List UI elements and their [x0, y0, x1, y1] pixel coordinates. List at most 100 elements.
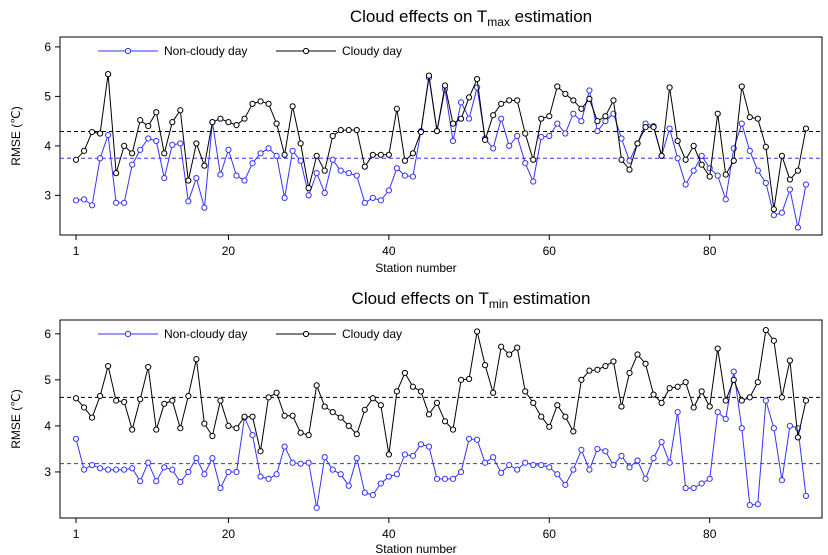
data-point — [610, 461, 617, 469]
data-point — [297, 460, 304, 467]
data-point — [602, 362, 609, 370]
data-point — [698, 388, 705, 395]
data-point — [385, 187, 392, 194]
data-point — [786, 357, 794, 364]
data-point — [305, 432, 312, 439]
data-point — [698, 161, 705, 168]
data-point — [778, 477, 785, 484]
data-point — [257, 473, 264, 480]
data-point — [369, 194, 376, 201]
data-point — [498, 469, 505, 476]
data-point — [730, 368, 737, 375]
data-point — [201, 420, 208, 427]
data-point — [674, 137, 681, 145]
data-point — [377, 197, 384, 204]
x-tick-label: 1 — [73, 244, 80, 258]
data-point — [706, 165, 713, 172]
data-point — [321, 189, 328, 197]
data-point — [457, 99, 465, 106]
data-point — [674, 408, 681, 416]
y-tick-label: 6 — [44, 40, 51, 54]
data-point — [602, 118, 609, 125]
chart-title-subscript: max — [487, 15, 510, 29]
data-point — [514, 97, 521, 104]
data-point — [490, 145, 497, 152]
data-point — [546, 464, 553, 471]
data-point — [538, 461, 545, 469]
data-point — [361, 163, 368, 170]
data-point — [506, 97, 513, 104]
data-point — [690, 404, 697, 411]
data-point — [433, 127, 441, 135]
data-point — [722, 196, 729, 203]
data-point — [714, 345, 721, 352]
data-point — [273, 471, 280, 478]
data-point — [393, 165, 400, 172]
data-point — [738, 120, 745, 127]
x-tick-label: 1 — [73, 527, 80, 541]
data-point — [722, 171, 729, 178]
data-point — [88, 461, 96, 469]
data-point — [177, 107, 184, 114]
data-point — [714, 172, 721, 179]
data-point — [273, 389, 280, 396]
data-point — [538, 115, 545, 122]
data-point — [289, 412, 296, 419]
data-point — [233, 425, 240, 432]
data-point — [353, 431, 360, 438]
data-point — [626, 369, 633, 377]
data-point — [570, 110, 577, 117]
data-point — [530, 399, 537, 406]
data-point — [88, 414, 96, 421]
data-point — [738, 397, 745, 404]
data-point — [297, 157, 304, 164]
data-point — [297, 429, 304, 436]
data-point — [233, 468, 240, 476]
legend-label: Cloudy day — [342, 44, 402, 58]
data-point — [193, 455, 200, 462]
data-point — [97, 130, 104, 137]
data-point — [345, 126, 352, 134]
data-point — [417, 441, 425, 448]
y-tick-label: 3 — [44, 465, 51, 479]
data-point — [369, 151, 376, 158]
data-point — [145, 363, 152, 371]
x-tick-label: 80 — [703, 244, 717, 258]
data-point — [241, 413, 248, 420]
data-point — [129, 426, 136, 433]
data-point — [514, 466, 521, 473]
data-point — [297, 140, 304, 147]
data-point — [72, 395, 80, 402]
data-point — [361, 406, 368, 413]
data-point — [714, 408, 721, 416]
data-point — [522, 160, 529, 167]
data-point — [201, 204, 208, 211]
data-point — [265, 145, 272, 152]
data-point — [425, 411, 433, 418]
data-point — [722, 397, 729, 404]
data-point — [762, 143, 769, 150]
data-point — [473, 436, 481, 443]
data-point — [562, 413, 569, 420]
data-point — [690, 142, 697, 149]
legend-label: Cloudy day — [342, 327, 402, 341]
data-point — [72, 197, 80, 204]
data-point — [393, 388, 400, 395]
data-point — [305, 184, 312, 192]
chart-1: Cloud effects on Tmax estimation 1 20 40 60 8… — [9, 7, 823, 275]
legend-label: Non-cloudy day — [164, 44, 247, 58]
data-point — [473, 328, 481, 335]
data-point — [738, 83, 745, 90]
data-point — [401, 157, 409, 164]
data-point — [554, 471, 561, 478]
data-point — [177, 478, 184, 486]
data-point — [425, 72, 433, 79]
plot-frame — [59, 36, 823, 236]
data-point — [72, 435, 80, 442]
data-point — [409, 383, 417, 390]
data-point — [217, 484, 224, 492]
data-point — [698, 480, 705, 487]
data-point — [786, 422, 794, 430]
data-point — [193, 356, 200, 363]
